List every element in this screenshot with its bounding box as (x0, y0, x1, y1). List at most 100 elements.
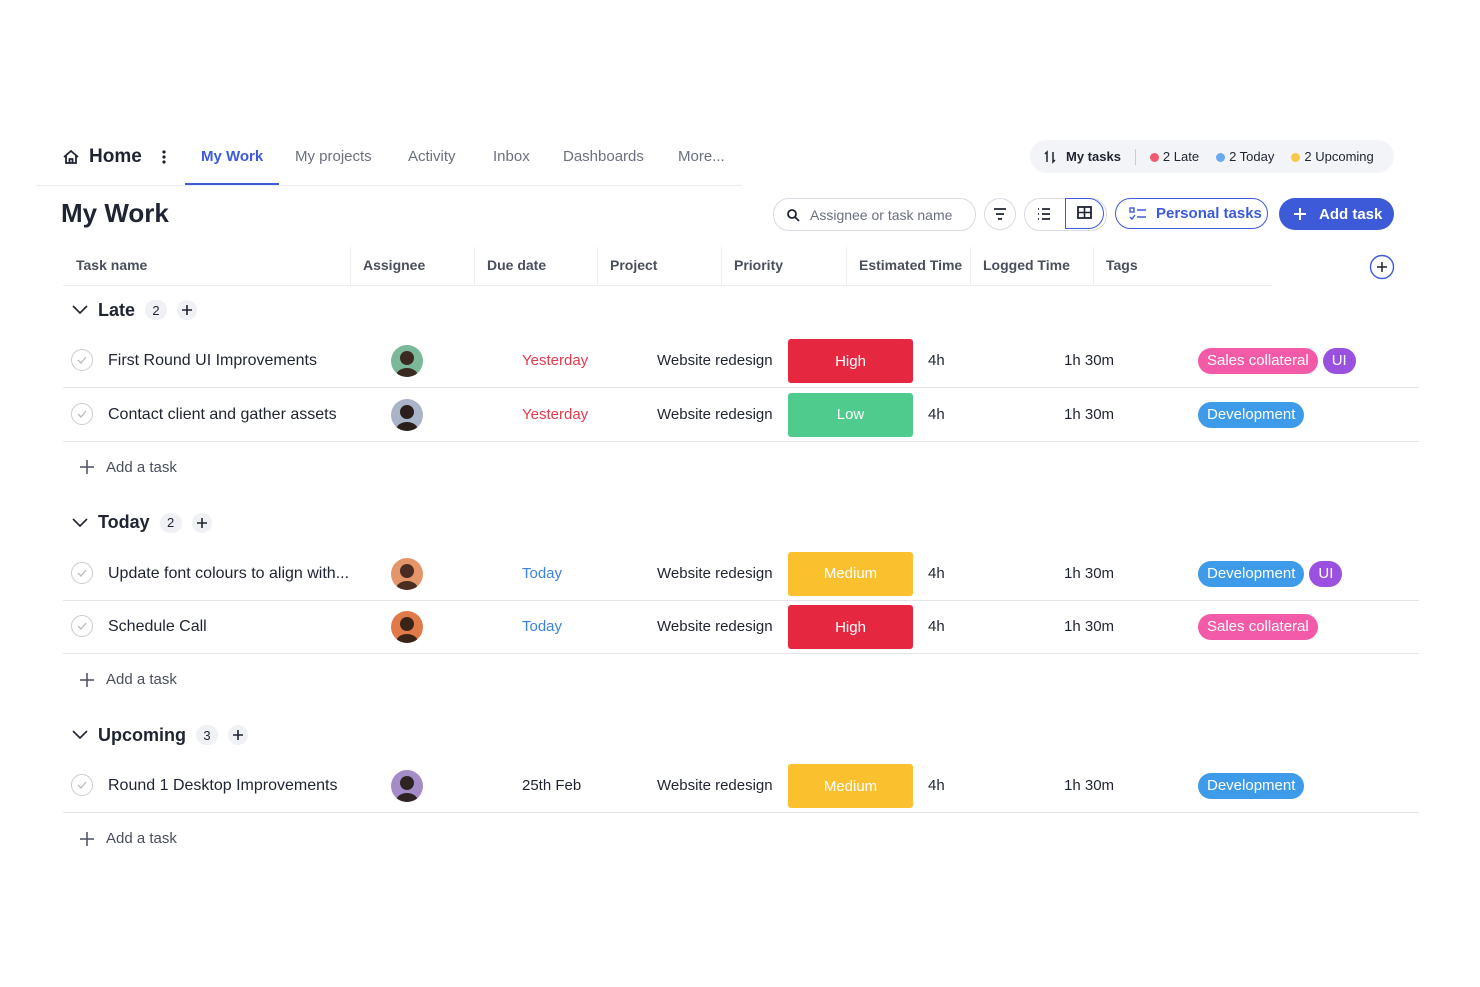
priority[interactable]: High (788, 339, 913, 383)
row-divider (63, 440, 1419, 442)
estimated-time: 4h (928, 352, 945, 369)
column-label[interactable]: Project (610, 257, 658, 273)
due-date: Yesterday (522, 405, 589, 423)
tag[interactable]: Development (1198, 401, 1305, 428)
priority[interactable]: Medium (788, 551, 913, 596)
task-name[interactable]: Round 1 Desktop Improvements (108, 777, 338, 794)
column-label[interactable]: Estimated Time (859, 257, 963, 273)
nav-tab[interactable]: Inbox (493, 148, 530, 165)
column-label[interactable]: Due date (487, 257, 547, 273)
group-header[interactable]: Late 2 (72, 298, 198, 322)
summary-pill[interactable]: My tasks 2 Late 2 Today 2 Upcoming (1030, 140, 1394, 173)
assignee-avatar[interactable] (391, 557, 423, 590)
assignee-avatar[interactable] (391, 398, 423, 431)
add-task-row[interactable]: Add a task (80, 671, 177, 688)
tag[interactable]: Development (1198, 773, 1305, 799)
row-divider (63, 599, 1419, 601)
due-date: Today (522, 618, 563, 635)
tag[interactable]: Development (1198, 560, 1305, 587)
group-count: 3 (196, 725, 218, 745)
collapse-icon[interactable] (72, 729, 88, 741)
add-task-button[interactable]: Add task (1279, 198, 1394, 230)
project[interactable]: Website redesign (657, 352, 773, 369)
late-count: 2 Late (1162, 149, 1200, 164)
tag[interactable]: Sales collateral (1198, 348, 1318, 374)
priority[interactable]: High (788, 605, 913, 649)
assignee-avatar[interactable] (391, 611, 423, 643)
nav-tab[interactable]: More... (678, 148, 725, 165)
project[interactable]: Website redesign (657, 564, 773, 582)
add-column-button[interactable] (1369, 254, 1395, 280)
project[interactable]: Website redesign (657, 618, 773, 635)
column-separator (597, 247, 598, 285)
nav-tab[interactable]: My projects (295, 148, 372, 165)
plus-icon (80, 831, 94, 846)
due-date: 25th Feb (522, 777, 582, 794)
add-task-label: Add a task (106, 458, 177, 476)
home-icon (63, 149, 79, 164)
tags: Development (1198, 773, 1309, 799)
column-label[interactable]: Priority (734, 257, 784, 273)
collapse-icon[interactable] (72, 517, 88, 529)
task-checkbox[interactable] (71, 349, 93, 371)
priority[interactable]: Medium (788, 764, 913, 808)
column-label[interactable]: Tags (1106, 257, 1138, 273)
group-add-button[interactable] (228, 725, 248, 745)
project[interactable]: Website redesign (657, 405, 773, 423)
task-checkbox[interactable] (71, 402, 93, 425)
column-label[interactable]: Assignee (363, 257, 426, 273)
estimated-time: 4h (928, 777, 945, 794)
group-name: Upcoming (98, 724, 186, 745)
group-count: 2 (159, 512, 182, 533)
task-checkbox[interactable] (71, 774, 93, 796)
nav-tab[interactable]: Dashboards (563, 148, 644, 165)
home-title[interactable]: Home (89, 146, 142, 167)
plus-icon (80, 672, 94, 687)
tag[interactable]: UI (1309, 560, 1343, 587)
add-task-row[interactable]: Add a task (80, 830, 177, 847)
add-task-row[interactable]: Add a task (80, 459, 177, 476)
table-view-button[interactable] (1065, 198, 1104, 229)
group-add-button[interactable] (191, 512, 212, 533)
logged-time: 1h 30m (1064, 564, 1115, 582)
column-label[interactable]: Task name (76, 257, 148, 273)
collapse-icon[interactable] (72, 304, 88, 316)
priority[interactable]: Low (788, 392, 913, 437)
filter-button[interactable] (984, 198, 1016, 230)
tag[interactable]: Sales collateral (1198, 614, 1318, 640)
nav-tab[interactable]: My Work (201, 148, 264, 165)
tags: Development UI (1198, 560, 1347, 587)
row-divider (63, 387, 1419, 388)
group-name: Today (98, 512, 150, 532)
task-name[interactable]: Contact client and gather assets (108, 405, 337, 423)
task-name[interactable]: Schedule Call (108, 618, 207, 635)
estimated-time: 4h (928, 618, 945, 635)
assignee-avatar[interactable] (391, 345, 423, 377)
nav-tab[interactable]: Activity (408, 148, 456, 165)
today-summary: 2 Today (1216, 149, 1274, 164)
personal-tasks-icon (1129, 206, 1146, 220)
project[interactable]: Website redesign (657, 777, 773, 794)
sort-icon (1044, 149, 1056, 164)
column-separator (721, 247, 722, 285)
task-checkbox[interactable] (71, 615, 93, 637)
list-view-button[interactable] (1036, 206, 1052, 222)
group-header[interactable]: Upcoming 3 (72, 723, 248, 747)
column-label[interactable]: Logged Time (983, 257, 1070, 273)
tags: Sales collateral UI (1198, 348, 1361, 374)
task-name[interactable]: Update font colours to align with... (108, 564, 350, 582)
nav-divider (36, 185, 742, 186)
search-box[interactable]: Assignee or task name (773, 198, 976, 231)
task-name[interactable]: First Round UI Improvements (108, 352, 317, 369)
search-placeholder: Assignee or task name (810, 206, 953, 223)
assignee-avatar[interactable] (391, 770, 423, 802)
tags: Sales collateral (1198, 614, 1323, 640)
row-divider (63, 812, 1419, 813)
tag[interactable]: UI (1322, 348, 1356, 374)
personal-tasks-button[interactable]: Personal tasks (1115, 198, 1268, 229)
menu-icon[interactable] (160, 149, 168, 165)
group-add-button[interactable] (177, 300, 198, 320)
group-header[interactable]: Today 2 (72, 511, 212, 535)
task-checkbox[interactable] (71, 561, 93, 584)
